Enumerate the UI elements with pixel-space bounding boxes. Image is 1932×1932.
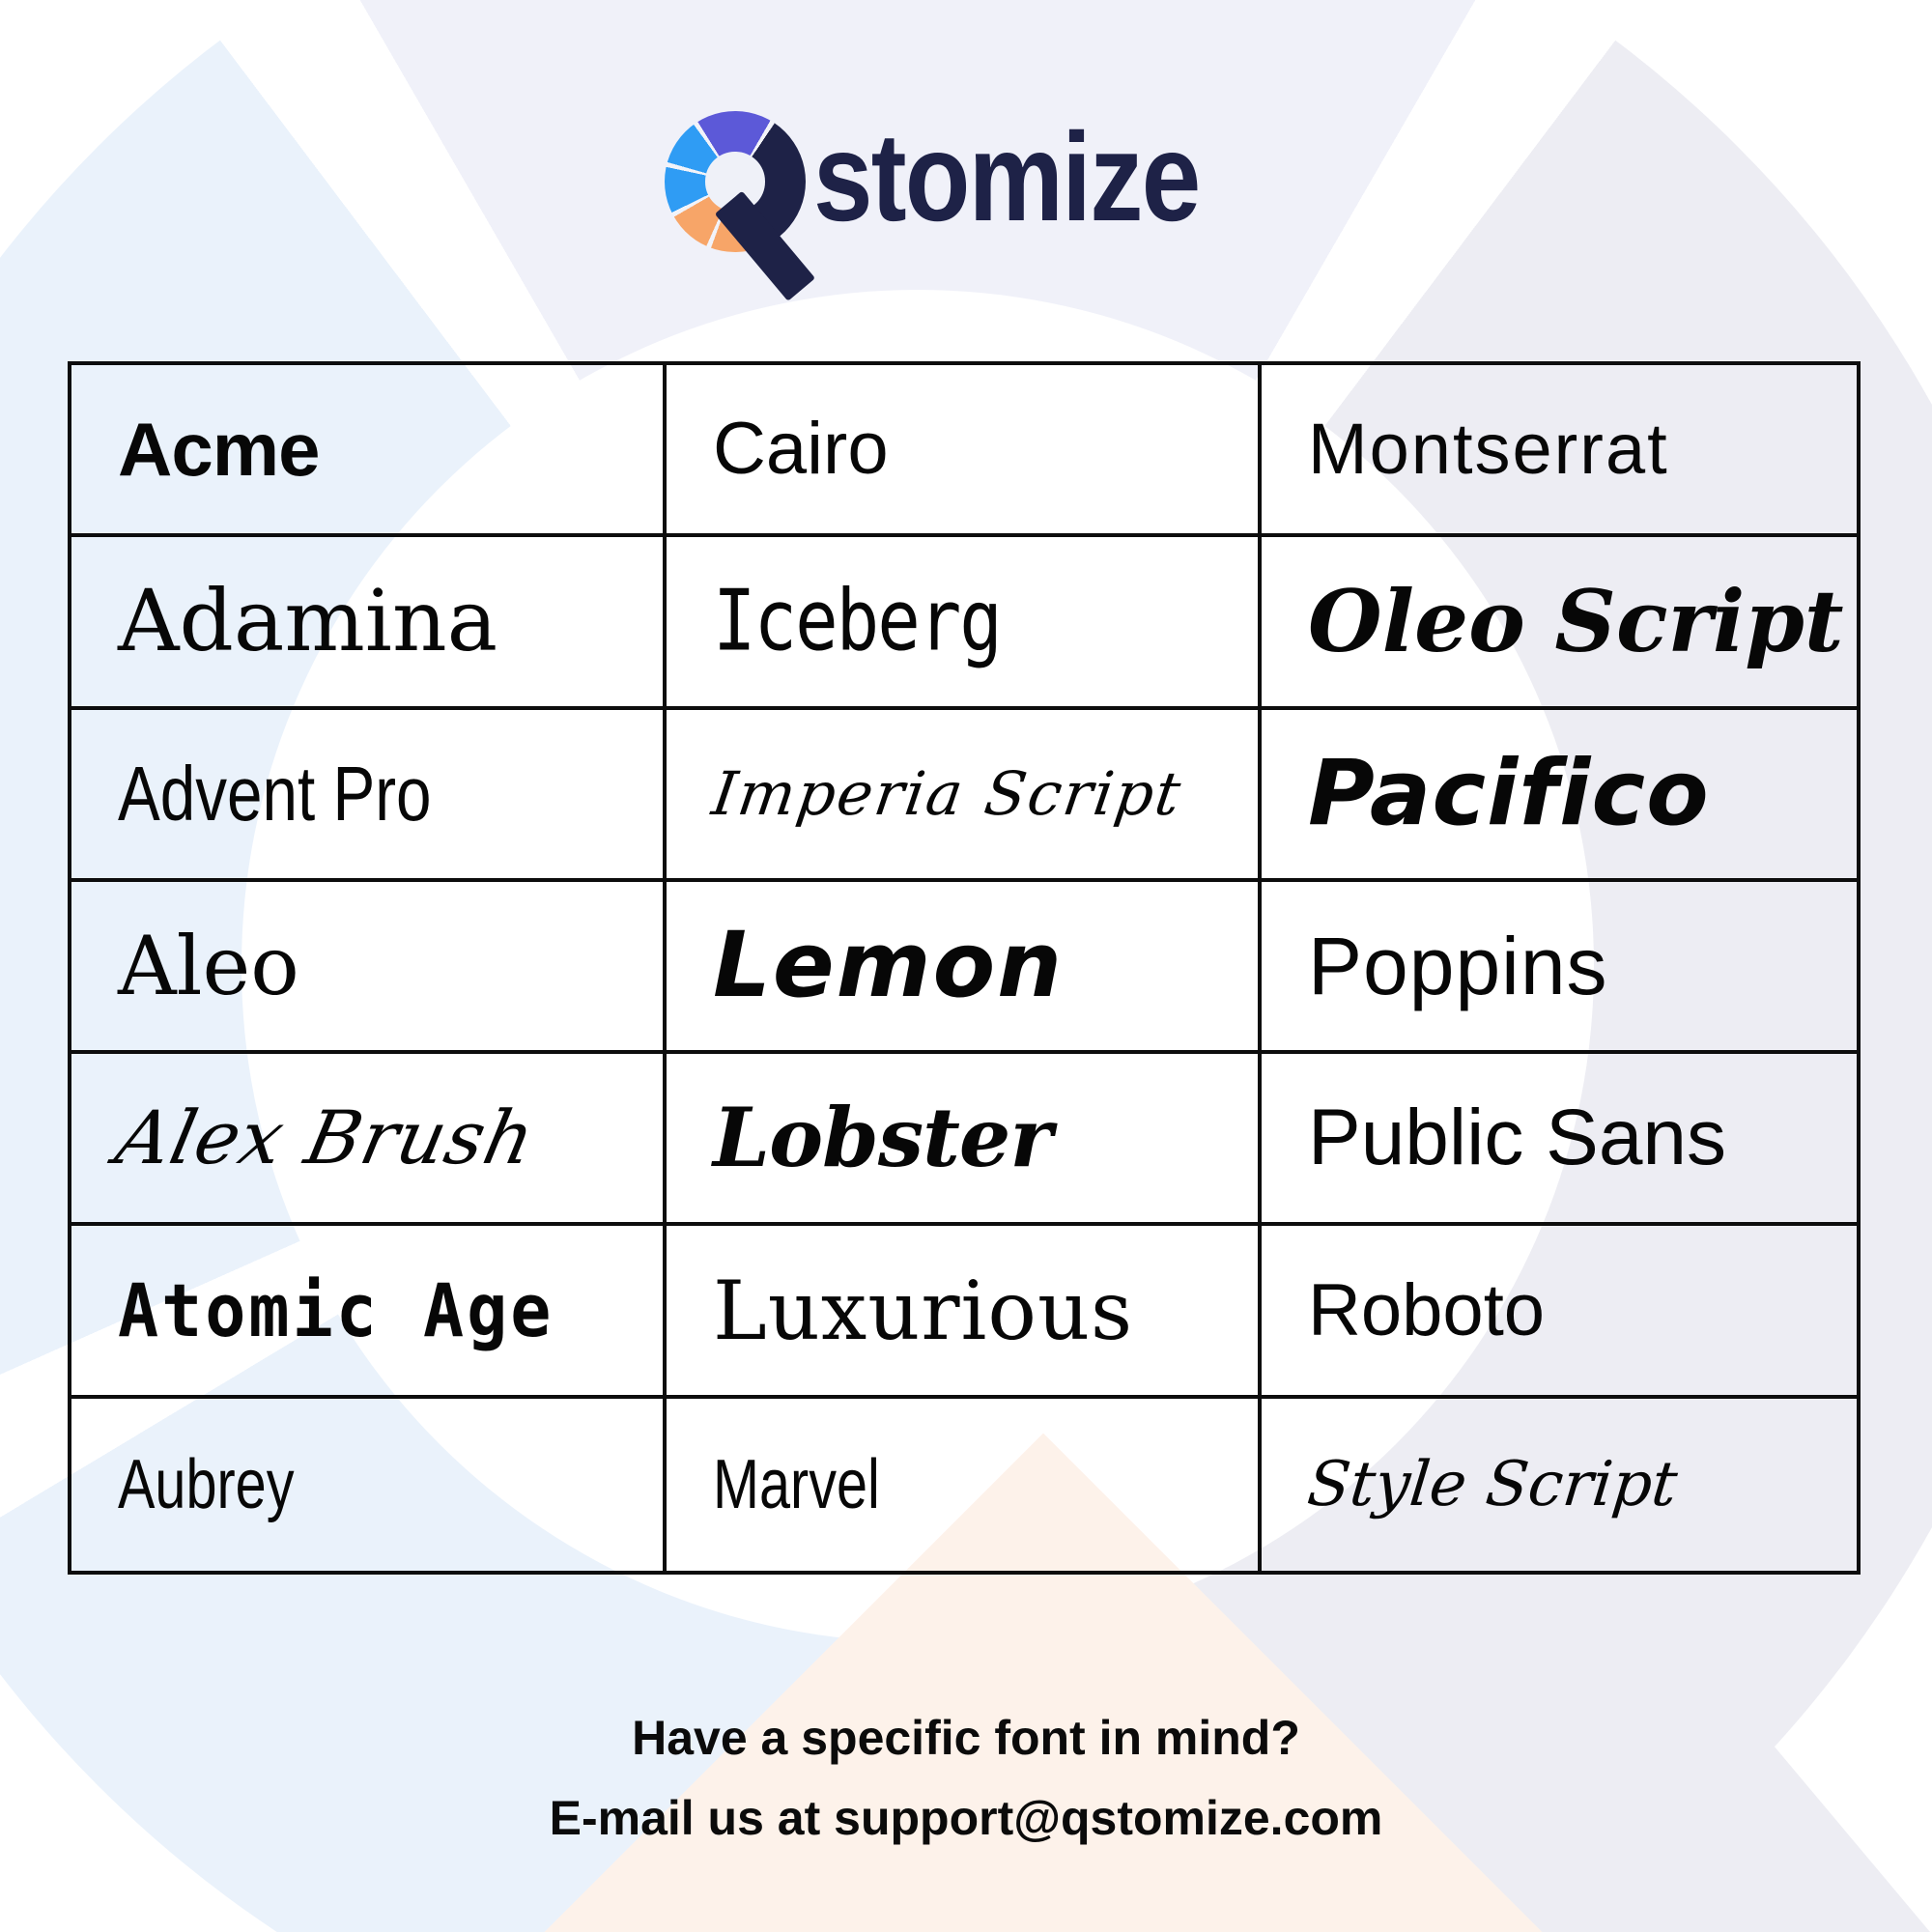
font-cell-aubrey: Aubrey [71, 1398, 667, 1571]
font-name-label: Marvel [713, 1445, 880, 1523]
font-cell-imperia-script: Imperia Script [667, 709, 1262, 882]
font-cell-marvel: Marvel [667, 1398, 1262, 1571]
font-name-label: Advent Pro [118, 750, 432, 837]
logo: stomize [0, 106, 1932, 301]
font-cell-luxurious: Luxurious [667, 1226, 1262, 1399]
font-name-label: Style Script [1304, 1448, 1681, 1520]
font-cell-public-sans: Public Sans [1262, 1054, 1857, 1227]
font-cell-montserrat: Montserrat [1262, 365, 1857, 538]
font-name-label: Atomic Age [118, 1267, 554, 1353]
font-name-label: Imperia Script [707, 757, 1187, 829]
font-cell-roboto: Roboto [1262, 1226, 1857, 1399]
font-name-label: Pacifico [1308, 740, 1710, 846]
font-cell-acme: Acme [71, 365, 667, 538]
font-name-label: Aleo [118, 918, 299, 1013]
font-name-label: Acme [118, 407, 320, 493]
font-cell-alex-brush: Alex Brush [71, 1054, 667, 1227]
logo-wordmark: stomize [812, 106, 1201, 247]
font-name-label: Adamina [118, 571, 498, 671]
font-name-label: Roboto [1308, 1268, 1546, 1351]
font-name-label: Public Sans [1308, 1094, 1727, 1182]
font-name-label: Aubrey [118, 1445, 295, 1523]
font-cell-pacifico: Pacifico [1262, 710, 1857, 882]
font-table: Acme Cairo Montserrat Adamina Iceberg Ol… [68, 361, 1861, 1575]
font-name-label: Alex Brush [108, 1094, 543, 1181]
font-name-label: Montserrat [1308, 409, 1669, 490]
font-cell-oleo-script: Oleo Script [1262, 537, 1857, 710]
font-cell-aleo: Aleo [71, 881, 667, 1055]
font-name-label: Iceberg [713, 572, 1003, 671]
qstomize-q-icon [664, 111, 816, 301]
font-name-label: Oleo Script [1308, 571, 1844, 672]
font-cell-adamina: Adamina [71, 537, 667, 710]
font-name-label: Lemon [713, 912, 1065, 1018]
footer-contact-email-line: E-mail us at support@qstomize.com [549, 1791, 1383, 1845]
font-cell-lobster: Lobster [667, 1054, 1262, 1227]
footer: Have a specific font in mind? E-mail us … [0, 1698, 1932, 1859]
font-name-label: Poppins [1308, 920, 1608, 1011]
font-name-label: Cairo [713, 408, 889, 491]
font-name-label: Lobster [713, 1090, 1053, 1186]
watermark-ring-hole [242, 290, 1594, 1642]
footer-question: Have a specific font in mind? [632, 1711, 1300, 1765]
font-cell-atomic-age: Atomic Age [71, 1226, 667, 1399]
font-name-label: Luxurious [713, 1263, 1134, 1358]
font-cell-cairo: Cairo [667, 365, 1262, 538]
font-cell-advent-pro: Advent Pro [71, 709, 667, 882]
font-cell-poppins: Poppins [1262, 882, 1857, 1055]
font-cell-lemon: Lemon [667, 881, 1262, 1055]
font-cell-style-script: Style Script [1262, 1399, 1857, 1571]
font-cell-iceberg: Iceberg [667, 537, 1262, 710]
